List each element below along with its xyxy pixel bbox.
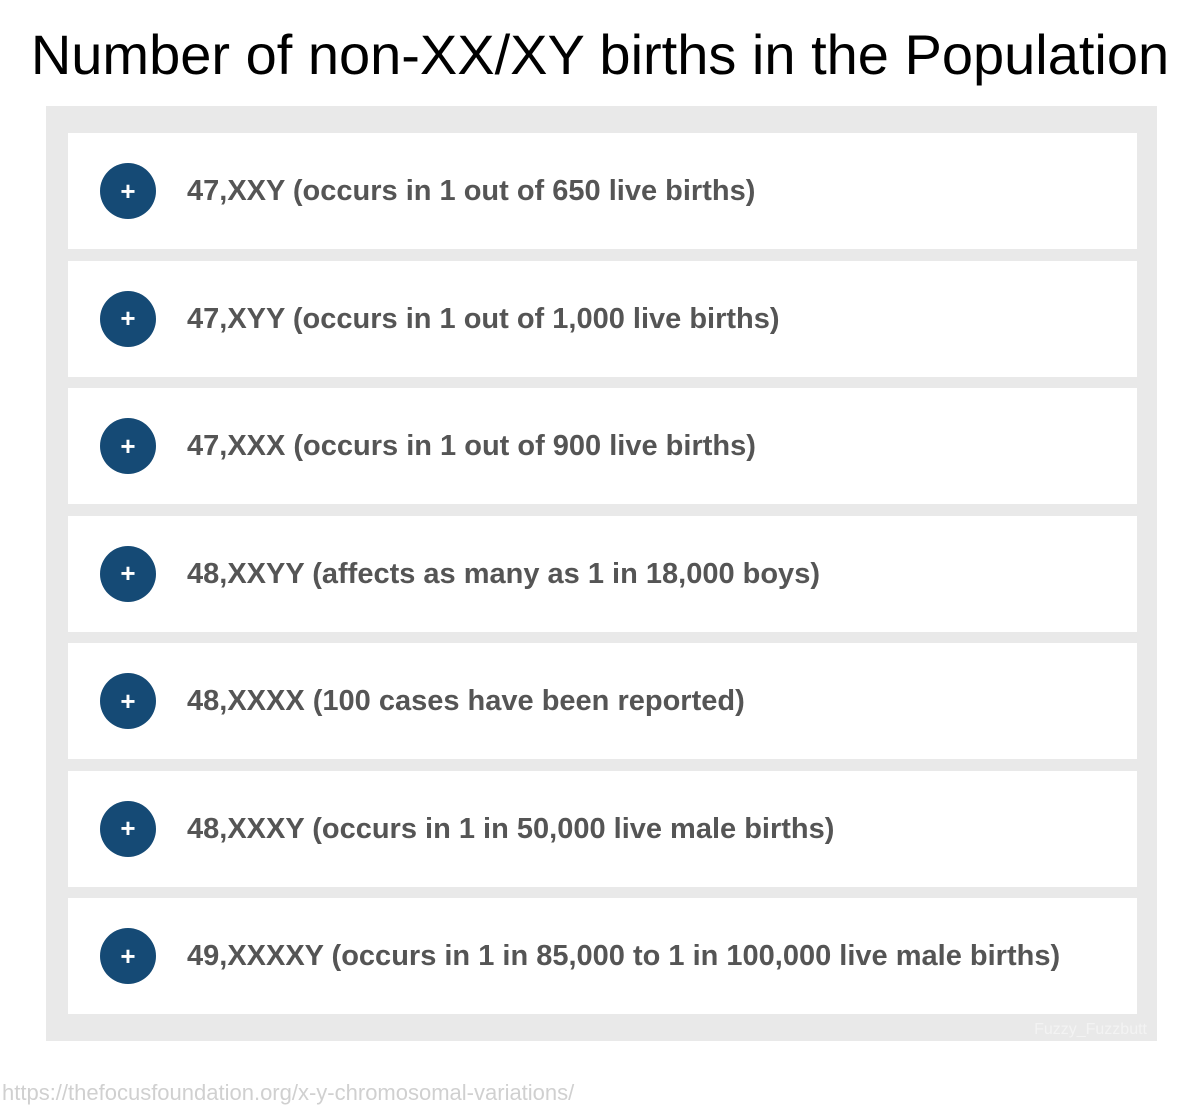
- title: Number of non-XX/XY births in the Popula…: [30, 23, 1170, 86]
- expand-icon[interactable]: +: [100, 545, 156, 602]
- accordion-item[interactable]: +48,XXXX (100 cases have been reported): [68, 643, 1137, 759]
- accordion-item[interactable]: +48,XXXY (occurs in 1 in 50,000 live mal…: [68, 770, 1137, 887]
- expand-icon[interactable]: +: [100, 418, 156, 474]
- expand-icon[interactable]: +: [100, 163, 156, 219]
- expand-icon[interactable]: +: [100, 800, 156, 857]
- accordion-item[interactable]: +48,XXYY (affects as many as 1 in 18,000…: [68, 515, 1137, 632]
- item-label: 48,XXXY (occurs in 1 in 50,000 live male…: [187, 812, 835, 845]
- expand-icon[interactable]: +: [100, 673, 156, 729]
- accordion-item[interactable]: +47,XXX (occurs in 1 out of 900 live bir…: [68, 388, 1137, 504]
- item-label: 47,XXX (occurs in 1 out of 900 live birt…: [187, 430, 756, 462]
- expand-icon[interactable]: +: [100, 290, 156, 347]
- accordion-item[interactable]: +47,XXY (occurs in 1 out of 650 live bir…: [68, 133, 1137, 249]
- item-label: 47,XXY (occurs in 1 out of 650 live birt…: [187, 175, 756, 207]
- item-label: 49,XXXXY (occurs in 1 in 85,000 to 1 in …: [187, 940, 1061, 972]
- item-label: 48,XXXX (100 cases have been reported): [187, 685, 745, 717]
- item-label: 48,XXYY (affects as many as 1 in 18,000 …: [187, 557, 820, 590]
- watermark: Fuzzy_Fuzzbutt: [1034, 1021, 1147, 1038]
- accordion-item[interactable]: +47,XYY (occurs in 1 out of 1,000 live b…: [68, 260, 1137, 377]
- expand-icon[interactable]: +: [100, 928, 156, 984]
- accordion-panel: +47,XXY (occurs in 1 out of 650 live bir…: [46, 106, 1157, 1041]
- accordion-list: +47,XXY (occurs in 1 out of 650 live bir…: [68, 133, 1137, 1026]
- item-label: 47,XYY (occurs in 1 out of 1,000 live bi…: [187, 302, 780, 335]
- source-url: https://thefocusfoundation.org/x-y-chrom…: [2, 1080, 575, 1105]
- accordion-item[interactable]: +49,XXXXY (occurs in 1 in 85,000 to 1 in…: [68, 898, 1137, 1014]
